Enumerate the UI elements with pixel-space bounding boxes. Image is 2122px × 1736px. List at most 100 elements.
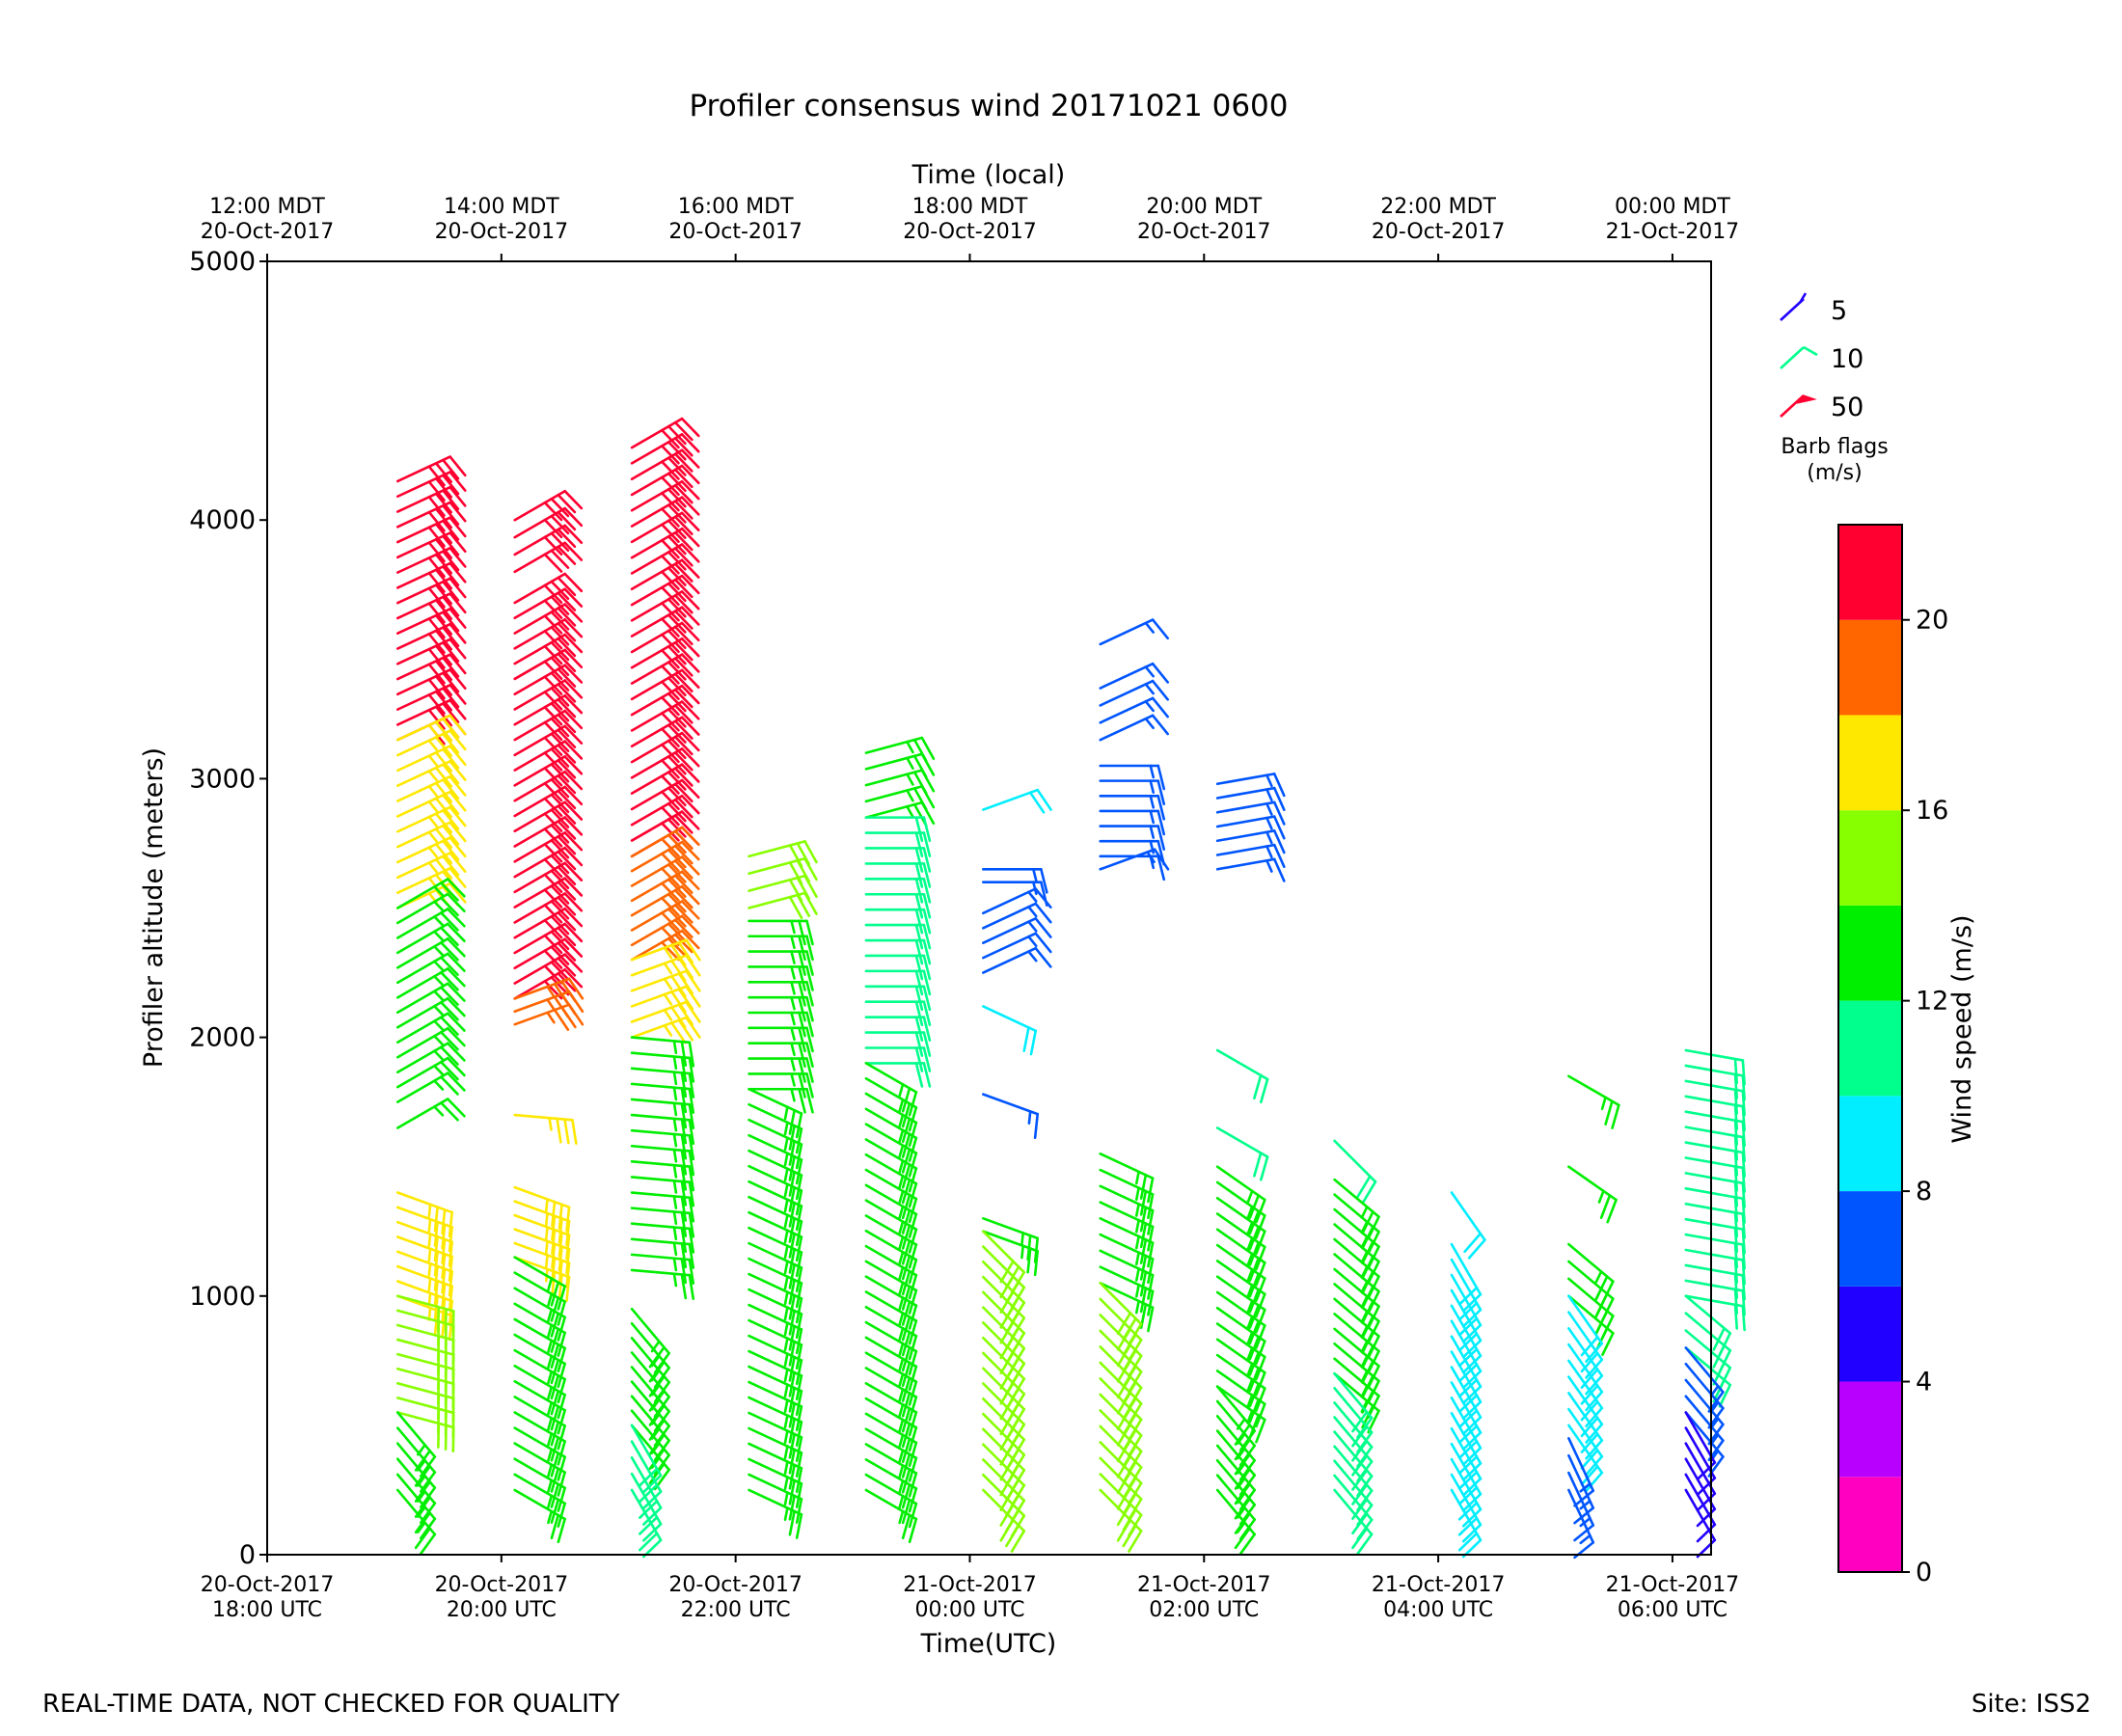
wind-barb [1099, 679, 1170, 707]
wind-barb [513, 770, 584, 802]
wind-barb [748, 891, 818, 920]
x-top-tick-label-date: 20-Oct-2017 [668, 220, 803, 244]
wind-barb [395, 1071, 466, 1103]
wind-barb [864, 1244, 918, 1300]
wind-barb [513, 724, 584, 757]
wind-barb [395, 1098, 466, 1129]
y-tick-label: 3000 [189, 764, 256, 794]
wind-barb [864, 1016, 932, 1042]
wind-barb [395, 577, 467, 609]
wind-barb [748, 1226, 803, 1278]
wind-barb [513, 755, 584, 787]
wind-barb [748, 1318, 803, 1370]
wind-barb [513, 664, 584, 696]
x-tick-label-time: 00:00 UTC [914, 1598, 1024, 1622]
wind-barb [864, 1062, 918, 1117]
wind-barb [395, 608, 467, 639]
colorbar-tick-label: 0 [1916, 1558, 1932, 1587]
wind-barb [864, 1183, 918, 1238]
wind-barb [982, 1005, 1038, 1056]
wind-barb [1450, 1412, 1483, 1481]
wind-barb [395, 531, 467, 563]
wind-barb [630, 1456, 663, 1526]
wind-barb [1450, 1319, 1483, 1390]
wind-barb [630, 1098, 695, 1129]
legend-value: 5 [1831, 296, 1847, 326]
legend-value: 10 [1831, 344, 1864, 374]
x-top-tick-label-date: 20-Oct-2017 [1372, 220, 1506, 244]
quality-disclaimer: REAL-TIME DATA, NOT CHECKED FOR QUALITY [42, 1690, 620, 1719]
wind-barb [395, 561, 467, 593]
wind-barb [395, 546, 467, 578]
wind-barb [630, 448, 700, 481]
wind-barb [748, 1396, 803, 1447]
wind-barb [513, 709, 584, 742]
wind-barb [630, 810, 700, 842]
legend-entry: 5 [1780, 292, 1847, 326]
colorbar-band [1838, 905, 1902, 1001]
wind-barb [864, 1275, 918, 1330]
wind-barb [748, 1149, 803, 1201]
wind-barb [395, 698, 467, 730]
wind-barb [513, 1228, 571, 1275]
wind-barb [982, 932, 1052, 960]
wind-barb [513, 633, 584, 665]
wind-barb [513, 922, 584, 955]
wind-barb [513, 937, 584, 970]
wind-barb [982, 788, 1052, 814]
wind-barb [513, 679, 584, 711]
wind-barb [513, 1442, 566, 1497]
wind-barb [513, 1348, 566, 1404]
wind-barb [1215, 1165, 1266, 1224]
wind-barb [513, 489, 584, 522]
wind-barb [1450, 1381, 1483, 1451]
wind-barb [982, 881, 1048, 907]
x-tick-label-time: 06:00 UTC [1618, 1598, 1728, 1622]
wind-barb [748, 1164, 803, 1216]
wind-barb [630, 1051, 695, 1083]
wind-barb [1099, 1168, 1155, 1219]
wind-barb [1215, 1488, 1257, 1556]
colorbar-band [1838, 619, 1902, 716]
wind-barb [1099, 1249, 1155, 1300]
wind-barb [630, 668, 700, 701]
wind-barb [395, 714, 467, 743]
wind-barb [864, 1427, 918, 1482]
wind-barb [513, 968, 584, 1000]
colorbar-band [1838, 810, 1902, 906]
wind-barb [748, 1087, 814, 1114]
wind-barb [630, 496, 700, 528]
wind-barb [630, 1440, 663, 1510]
wind-barb [395, 996, 466, 1029]
wind-barb [864, 878, 932, 904]
wind-barb [395, 760, 467, 788]
wind-barb [513, 506, 584, 539]
wind-barb [864, 1382, 918, 1437]
wind-barb [513, 785, 584, 818]
wind-barb [630, 1253, 695, 1285]
wind-barb [982, 887, 1052, 915]
wind-barb [1215, 786, 1286, 811]
wind-barb [395, 937, 466, 969]
wind-barb [513, 861, 584, 894]
wind-barb [864, 892, 932, 919]
wind-barb [748, 1272, 803, 1324]
wind-barb [630, 1176, 695, 1207]
wind-barb [748, 1180, 803, 1232]
wind-barb [395, 878, 466, 909]
x-top-tick-label-date: 20-Oct-2017 [1137, 220, 1271, 244]
wind-barb [1450, 1397, 1483, 1466]
wind-barb [630, 731, 700, 764]
wind-barb [1099, 1217, 1155, 1268]
wind-barb [1567, 1471, 1595, 1542]
wind-barb [1215, 1126, 1269, 1181]
wind-barb [395, 892, 466, 925]
wind-barb [630, 1067, 695, 1099]
wind-barb [1099, 1233, 1155, 1285]
colorbar-tick-label: 12 [1916, 987, 1948, 1017]
wind-barb [864, 1229, 918, 1285]
wind-barb [1215, 1306, 1266, 1366]
wind-barb [864, 1214, 918, 1269]
wind-barb [1450, 1191, 1486, 1260]
